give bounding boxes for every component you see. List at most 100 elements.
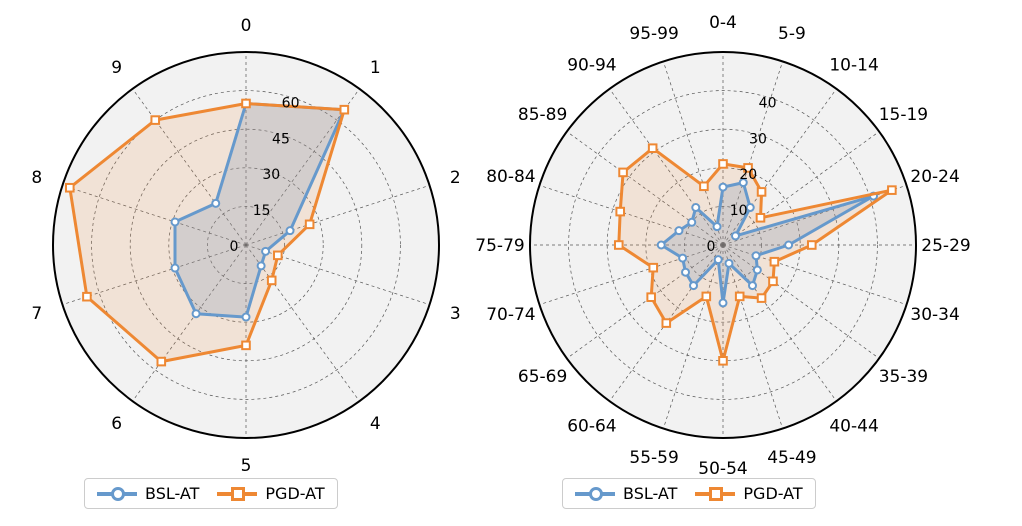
radial-gridline <box>722 88 837 246</box>
ring-gridline <box>91 90 401 400</box>
legend-label-bsl: BSL-AT <box>145 484 200 503</box>
radial-gridline <box>539 244 724 305</box>
point-pgd-2 <box>304 219 315 230</box>
point-pgd-80-84 <box>615 206 626 217</box>
radial-gridline <box>132 244 247 402</box>
point-pgd-8 <box>64 182 75 193</box>
point-pgd-50-54 <box>718 356 728 366</box>
category-label-8: 8 <box>31 168 42 188</box>
point-bsl-70-74 <box>678 253 688 263</box>
legend-item-pgd: PGD-AT <box>217 484 325 503</box>
series-area-bsl <box>175 103 345 318</box>
point-pgd-5 <box>241 340 251 351</box>
point-pgd-75-79 <box>613 240 624 250</box>
category-label-7: 7 <box>31 304 42 324</box>
legend-marker-square <box>231 486 246 501</box>
point-bsl-85-89 <box>687 217 697 227</box>
category-label-60-64: 60-64 <box>567 416 616 436</box>
point-bsl-10-14 <box>745 203 755 213</box>
radial-gridline <box>609 88 724 246</box>
radial-tick-label: 30 <box>262 167 280 183</box>
category-label-80-84: 80-84 <box>486 167 535 187</box>
category-label-85-89: 85-89 <box>518 105 567 125</box>
outer-border <box>529 51 917 439</box>
point-bsl-25-29 <box>784 240 794 250</box>
legend-item-pgd: PGD-AT <box>695 484 803 503</box>
legend-line-pgd <box>695 486 736 501</box>
point-bsl-3 <box>261 246 271 256</box>
point-bsl-8 <box>170 217 180 227</box>
legend-right: BSL-AT PGD-AT <box>562 478 816 509</box>
radial-tick-label: 0 <box>707 239 716 255</box>
point-bsl-80-84 <box>674 226 684 236</box>
category-label-9: 9 <box>111 58 122 78</box>
category-label-10-14: 10-14 <box>829 56 878 76</box>
ring-gridline <box>207 206 285 284</box>
point-pgd-4 <box>266 275 277 286</box>
radial-gridline <box>722 131 880 246</box>
point-pgd-0 <box>241 98 251 109</box>
radial-gridline <box>722 244 783 429</box>
category-label-25-29: 25-29 <box>921 236 970 256</box>
radial-tick-label: 30 <box>749 131 767 147</box>
legend-marker-circle <box>111 486 125 501</box>
point-bsl-15-19 <box>730 231 740 241</box>
point-pgd-20-24 <box>887 185 897 195</box>
point-pgd-30-34 <box>769 256 780 267</box>
point-bsl-35-39 <box>752 265 762 275</box>
category-label-90-94: 90-94 <box>567 56 616 76</box>
point-bsl-0-4 <box>718 182 728 192</box>
radial-gridline <box>722 244 837 402</box>
ring-gridline <box>168 167 324 323</box>
category-label-40-44: 40-44 <box>829 416 878 436</box>
point-pgd-15-19 <box>755 212 766 223</box>
radial-tick-label: 40 <box>759 95 777 111</box>
point-pgd-45-49 <box>734 291 745 302</box>
category-label-15-19: 15-19 <box>879 105 928 125</box>
radial-gridline <box>245 88 360 246</box>
category-label-0-4: 0-4 <box>709 13 737 33</box>
point-bsl-95-99 <box>712 222 722 232</box>
radial-gridline <box>722 244 880 359</box>
category-label-0: 0 <box>241 16 252 36</box>
series-area-pgd <box>69 103 345 362</box>
radial-tick-label: 0 <box>230 239 239 255</box>
point-pgd-60-64 <box>661 318 672 328</box>
category-label-70-74: 70-74 <box>486 305 535 325</box>
point-pgd-90-94 <box>647 143 658 153</box>
ring-gridline <box>684 206 762 284</box>
ring-gridline <box>129 128 363 362</box>
radial-tick-label: 10 <box>730 203 748 219</box>
category-label-50-54: 50-54 <box>698 459 747 479</box>
point-pgd-40-44 <box>756 293 767 303</box>
point-bsl-5-9 <box>738 178 748 188</box>
point-pgd-25-29 <box>806 240 817 250</box>
category-label-55-59: 55-59 <box>629 448 678 468</box>
point-bsl-65-69 <box>681 267 691 277</box>
category-label-5-9: 5-9 <box>778 24 806 44</box>
radial-tick-label: 20 <box>739 167 757 183</box>
radial-gridline <box>566 244 724 359</box>
legend-item-bsl: BSL-AT <box>575 484 677 503</box>
point-pgd-7 <box>82 291 92 302</box>
radial-gridline <box>62 185 247 246</box>
legend-label-pgd: PGD-AT <box>743 484 803 503</box>
radial-gridline <box>62 244 247 305</box>
point-pgd-9 <box>150 115 161 125</box>
point-bsl-55-59 <box>713 255 723 265</box>
category-label-1: 1 <box>370 58 381 78</box>
legend-label-bsl: BSL-AT <box>623 484 678 503</box>
category-label-3: 3 <box>450 304 461 324</box>
point-bsl-45-49 <box>724 258 734 268</box>
radial-tick-label: 60 <box>282 95 300 111</box>
category-label-45-49: 45-49 <box>767 448 816 468</box>
category-label-30-34: 30-34 <box>910 305 959 325</box>
point-bsl-40-44 <box>747 281 757 291</box>
ring-gridline <box>645 167 801 323</box>
point-bsl-60-64 <box>689 281 699 291</box>
category-label-5: 5 <box>241 456 252 476</box>
legend-item-bsl: BSL-AT <box>97 484 199 503</box>
legend-line-pgd <box>217 486 258 501</box>
